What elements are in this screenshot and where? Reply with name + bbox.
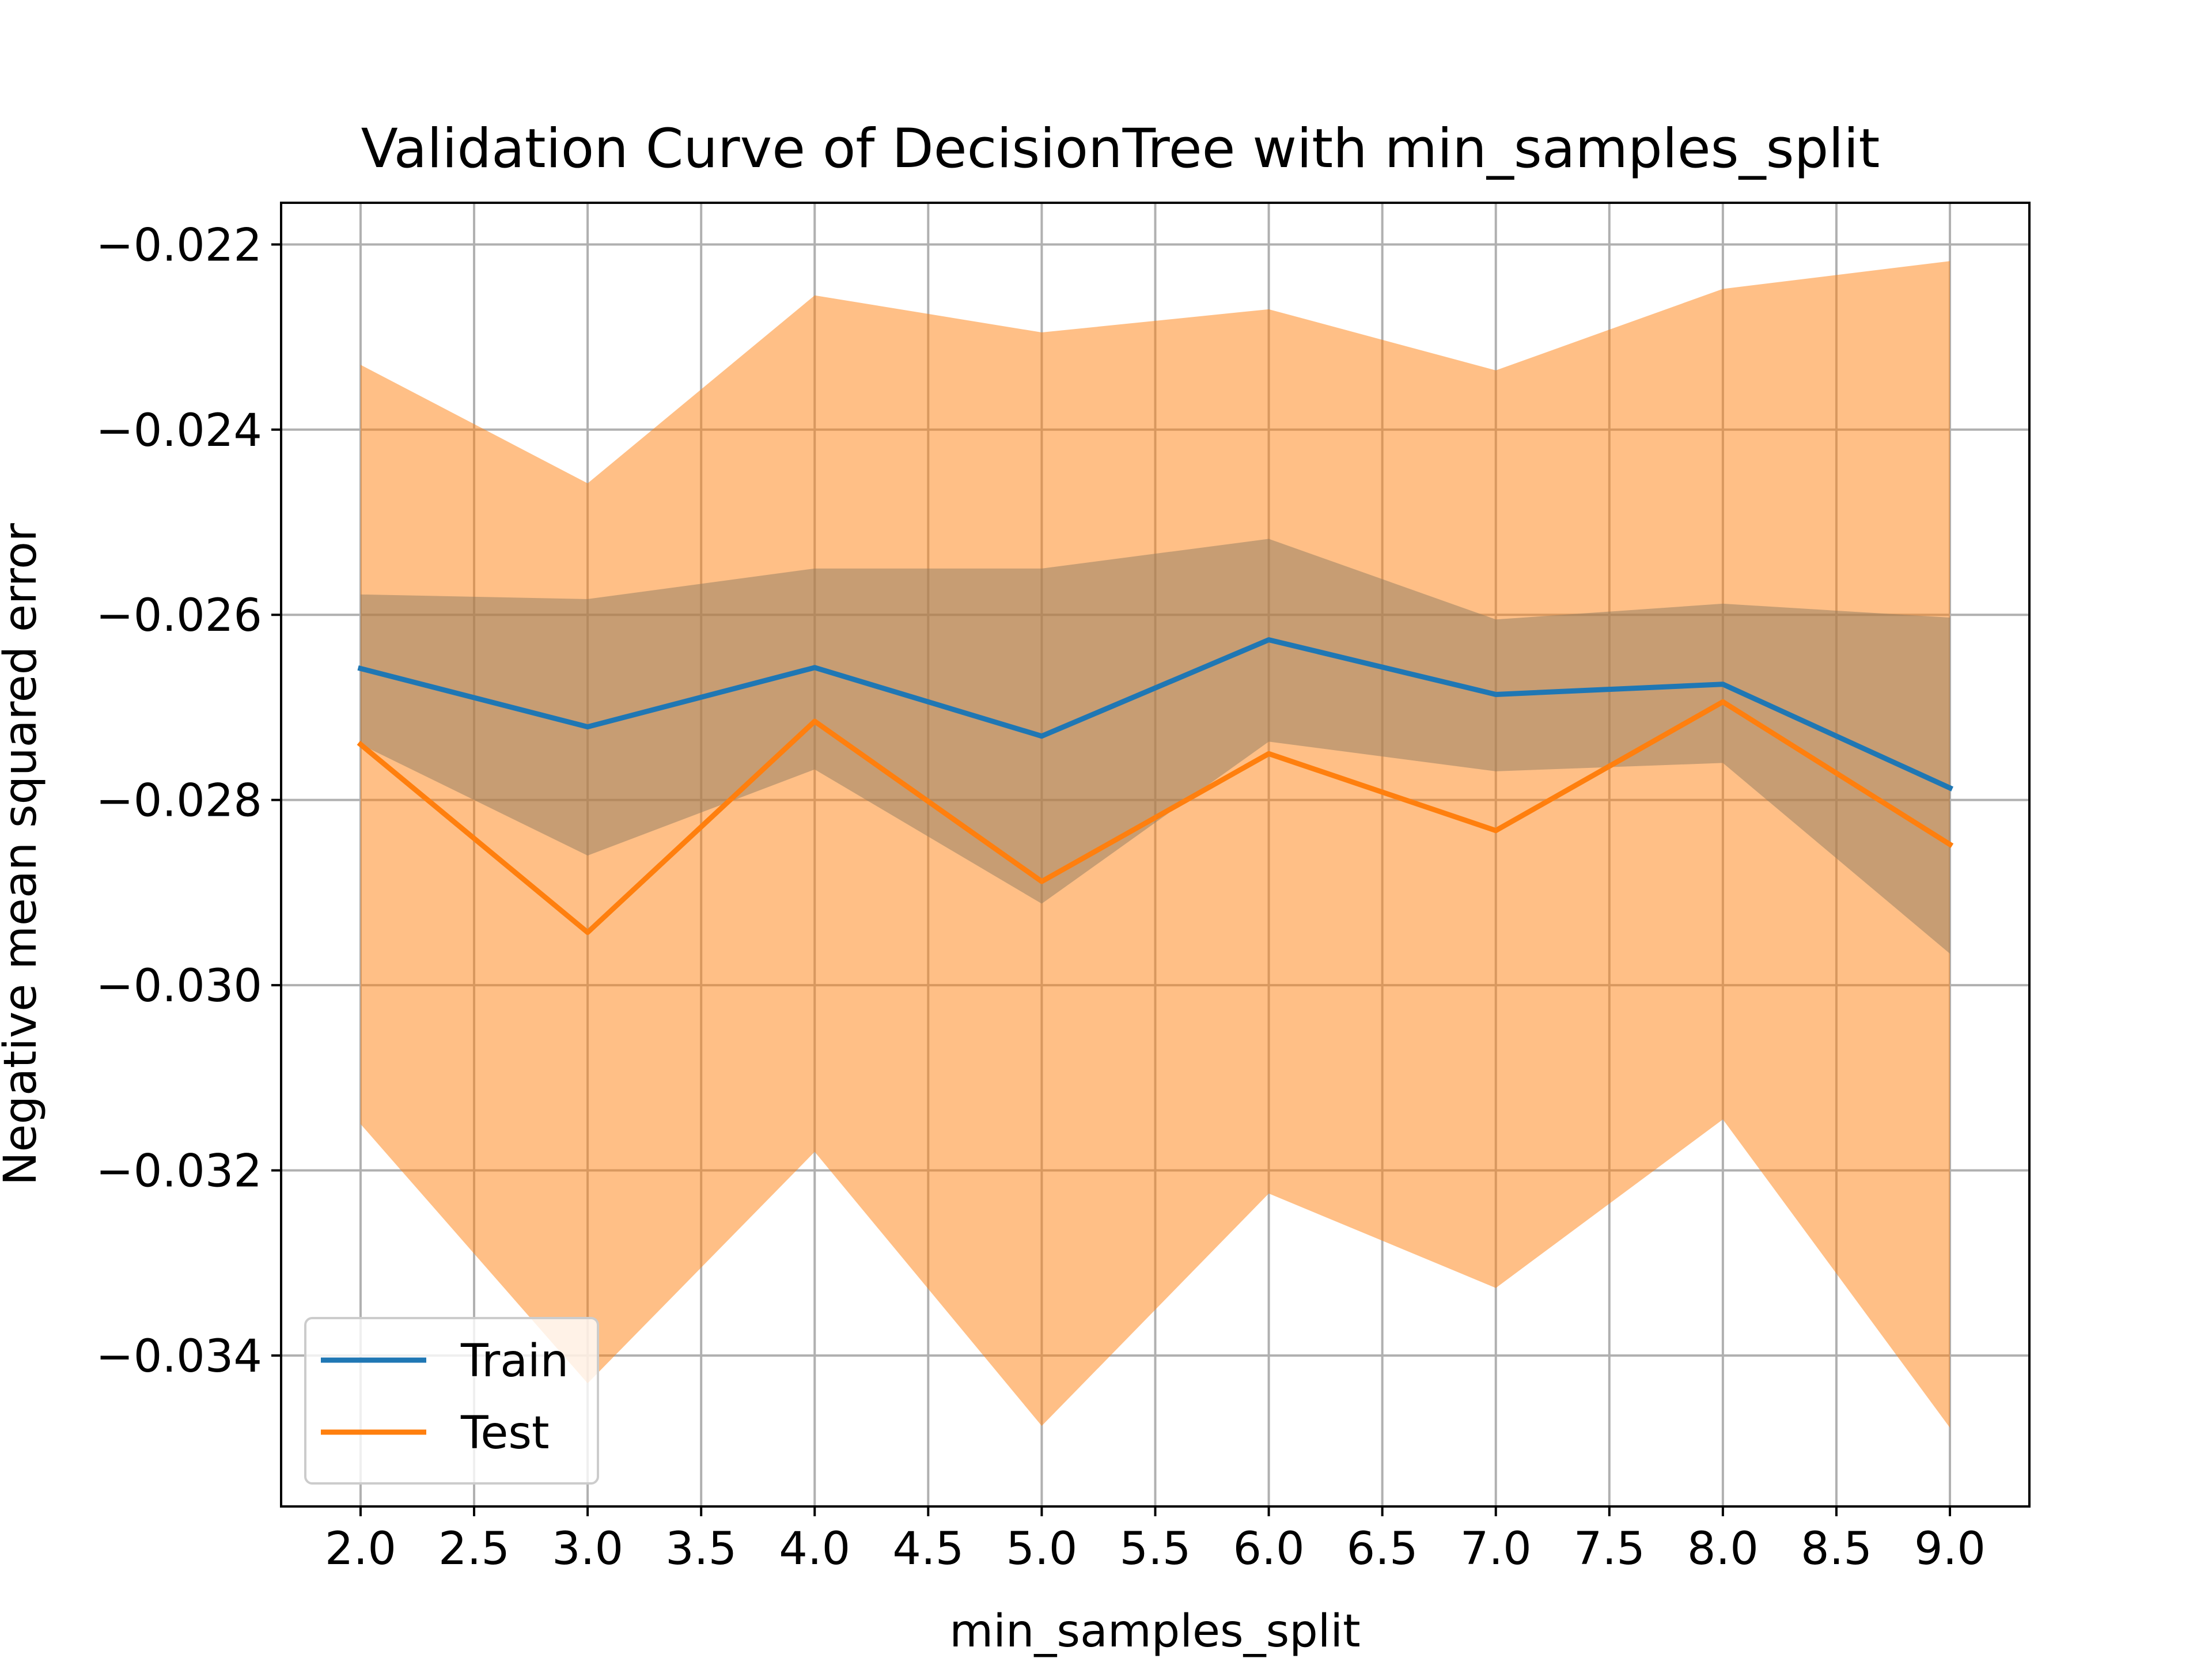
x-tick-label: 3.5 — [665, 1523, 737, 1575]
x-tick-label: 5.0 — [1006, 1523, 1077, 1575]
x-tick-label: 4.0 — [779, 1523, 850, 1575]
x-tick-label: 3.0 — [552, 1523, 623, 1575]
x-tick-label: 6.5 — [1347, 1523, 1418, 1575]
y-tick-label: −0.026 — [96, 590, 262, 642]
y-tick-label: −0.022 — [96, 219, 262, 271]
series-line-test — [357, 699, 1954, 936]
x-tick-label: 7.5 — [1574, 1523, 1645, 1575]
x-tick-label: 8.5 — [1801, 1523, 1872, 1575]
chart-title: Validation Curve of DecisionTree with mi… — [361, 118, 1880, 180]
band-test — [360, 261, 1950, 1428]
legend-label-train: Train — [460, 1335, 569, 1387]
legend: Train Test — [304, 1317, 599, 1485]
legend-label-test: Test — [460, 1407, 550, 1459]
y-tick-label: −0.032 — [96, 1146, 262, 1198]
y-tick-label: −0.028 — [96, 775, 262, 827]
y-tick-label: −0.034 — [96, 1331, 262, 1383]
x-tick-label: 7.0 — [1460, 1523, 1532, 1575]
x-axis-title: min_samples_split — [949, 1606, 1360, 1657]
x-tick-label: 6.0 — [1233, 1523, 1305, 1575]
x-tick-label: 2.0 — [325, 1523, 396, 1575]
line-layer — [357, 637, 1954, 936]
x-tick-label: 2.5 — [438, 1523, 510, 1575]
y-tick-label: −0.024 — [96, 405, 262, 457]
series-line-train — [357, 637, 1954, 792]
band-layer — [360, 261, 1950, 1428]
x-tick-label: 4.5 — [892, 1523, 964, 1575]
y-axis-title: Negative mean squared error — [0, 523, 47, 1186]
x-tick-label: 8.0 — [1687, 1523, 1759, 1575]
y-tick-label: −0.030 — [96, 960, 262, 1012]
tick-layer: 2.0 2.5 3.0 3.5 4.0 4.5 5.0 5.5 6.0 6.5 7.0 7.5 8.0 8… — [96, 219, 1986, 1575]
x-tick-label: 5.5 — [1119, 1523, 1191, 1575]
x-tick-label: 9.0 — [1914, 1523, 1986, 1575]
